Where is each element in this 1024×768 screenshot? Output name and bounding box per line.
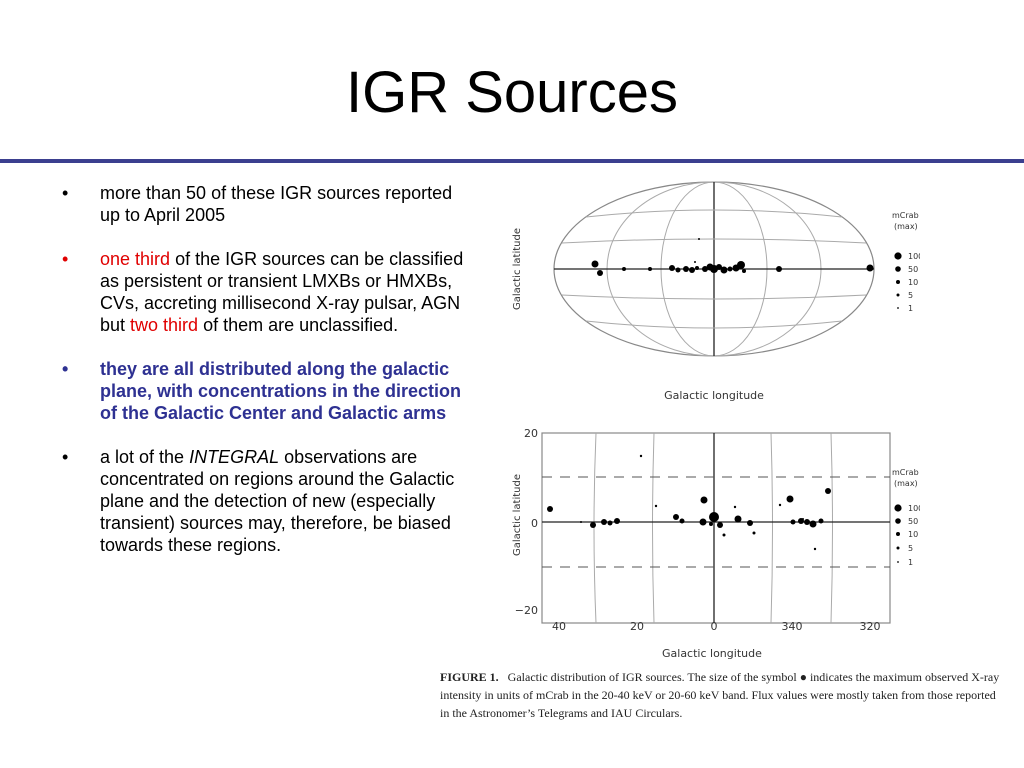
xtick-label: 320: [860, 620, 881, 633]
bullet-text: they are all distributed along the galac…: [100, 359, 462, 423]
slide-title: IGR Sources: [346, 60, 678, 125]
aitoff-sources: [591, 238, 874, 276]
aitoff-xlabel: Galactic longitude: [664, 389, 764, 402]
ytick-label: 20: [524, 427, 538, 440]
bullet-glyph: •: [62, 249, 69, 269]
legend-level: 1: [908, 558, 913, 567]
legend-level: 100: [908, 504, 920, 513]
caption-text: Galactic distribution of IGR sources. Th…: [440, 670, 1000, 720]
xtick-label: 340: [782, 620, 803, 633]
bullet-item-2: • one third of the IGR sources can be cl…: [62, 248, 472, 336]
legend-level: 50: [908, 265, 918, 274]
bullet-item-4: • a lot of the INTEGRAL observations are…: [62, 446, 472, 556]
legend-level: 100: [908, 252, 920, 261]
caption-label: FIGURE 1.: [440, 670, 499, 684]
legend-level: 10: [908, 278, 918, 287]
ytick-label: 0: [531, 517, 538, 530]
legend-title: mCrab: [892, 211, 919, 220]
bullet-glyph: •: [62, 183, 69, 203]
bullet-item-1: • more than 50 of these IGR sources repo…: [62, 182, 472, 226]
legend-level: 5: [908, 291, 913, 300]
bullet-text: more than 50 of these IGR sources report…: [100, 183, 453, 225]
xtick-label: 0: [711, 620, 718, 633]
zoom-xlabel: Galactic longitude: [662, 647, 762, 660]
legend-subtitle: (max): [894, 479, 918, 488]
legend-level: 10: [908, 530, 918, 539]
figure-caption: FIGURE 1. Galactic distribution of IGR s…: [440, 668, 1000, 722]
highlight-two-third: two third: [130, 315, 199, 335]
ytick-label: −20: [515, 604, 538, 617]
bullet-glyph: •: [62, 447, 69, 467]
legend-level: 1: [908, 304, 913, 313]
bullet-text: of the IGR sources can be classified as …: [100, 249, 464, 335]
legend-bottom: mCrab (max) 100 50 10 5 1: [892, 468, 920, 567]
zoom-sources: [547, 454, 831, 551]
zoom-map: 20 0 −20 40 20 0 340 320 Galactic latitu…: [512, 427, 891, 633]
aitoff-ylabel: Galactic latitude: [512, 228, 523, 310]
bullet-text: a lot of the: [100, 447, 190, 467]
aitoff-map: Galactic latitude Galactic longitude: [512, 181, 875, 402]
zoom-ylabel: Galactic latitude: [512, 474, 523, 556]
legend-subtitle: (max): [894, 222, 918, 231]
xtick-label: 40: [552, 620, 566, 633]
legend-level: 5: [908, 544, 913, 553]
igr-figure: Galactic latitude Galactic longitude mCr…: [512, 181, 920, 633]
bullet-text: observations are concentrated on regions…: [100, 447, 455, 555]
legend-level: 50: [908, 517, 918, 526]
legend-title: mCrab: [892, 468, 919, 477]
bullet-item-3: • they are all distributed along the gal…: [62, 358, 472, 424]
title-divider: [0, 159, 1024, 163]
highlight-one-third: one third: [100, 249, 171, 269]
legend-top: mCrab (max) 100 50 10 5 1: [892, 211, 920, 313]
bullet-list: • more than 50 of these IGR sources repo…: [62, 182, 472, 578]
bullet-glyph: •: [62, 359, 69, 379]
xtick-label: 20: [630, 620, 644, 633]
integral-italic: INTEGRAL: [189, 447, 280, 467]
bullet-text: of them are unclassified.: [198, 315, 399, 335]
